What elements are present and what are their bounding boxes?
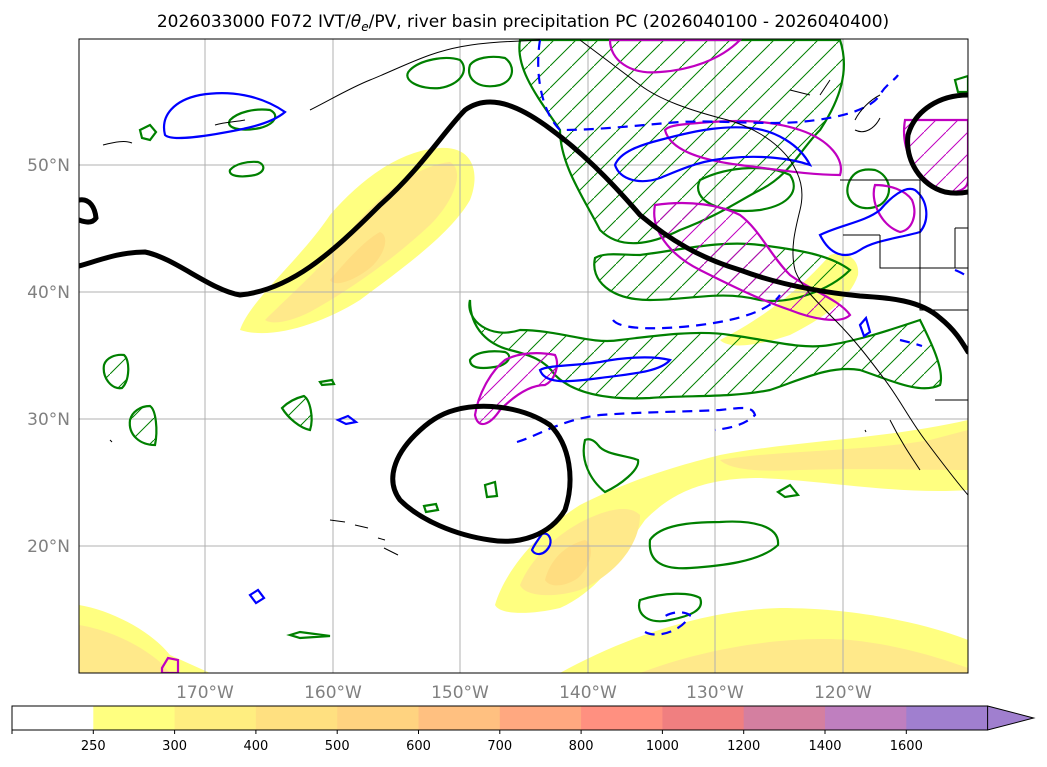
- colorbar-segment: [174, 706, 257, 730]
- colorbar: 250 300 400 500 600 700 800 1000 1200 1400 1600: [11, 705, 1036, 754]
- colorbar-tick-label: 300: [162, 739, 187, 754]
- theta-e-contours: [162, 39, 968, 636]
- colorbar-tick-label: 1000: [646, 739, 679, 754]
- colorbar-segment: [581, 706, 663, 730]
- map-panel: [79, 39, 968, 673]
- colorbar-tick-label: 400: [243, 739, 268, 754]
- colorbar-segment: [93, 706, 176, 730]
- ivt-shading: [79, 147, 968, 673]
- coastlines: [102, 39, 968, 556]
- colorbar-segment: [337, 706, 419, 730]
- lat-label: 30°N: [27, 410, 70, 430]
- colorbar-segment: [906, 706, 989, 730]
- lon-label: 130°W: [686, 683, 744, 703]
- colorbar-segment: [662, 706, 745, 730]
- colorbar-segment: [12, 706, 94, 730]
- colorbar-tick-label: 1400: [808, 739, 841, 754]
- lat-label: 40°N: [27, 283, 70, 303]
- colorbar-tick-label: 600: [406, 739, 431, 754]
- lon-label: 160°W: [304, 683, 362, 703]
- colorbar-tick-label: 700: [487, 739, 512, 754]
- lat-label: 20°N: [27, 537, 70, 557]
- colorbar-tick-label: 500: [325, 739, 350, 754]
- lon-label: 170°W: [176, 683, 234, 703]
- colorbar-tick-label: 800: [569, 739, 594, 754]
- lon-labels: 170°W 160°W 150°W 140°W 130°W 120°W: [176, 683, 872, 703]
- lon-label: 150°W: [431, 683, 489, 703]
- colorbar-tick-label: 1200: [727, 739, 760, 754]
- lon-label: 140°W: [559, 683, 617, 703]
- colorbar-segment: [418, 706, 501, 730]
- colorbar-segment: [825, 706, 907, 730]
- colorbar-segment: [743, 706, 826, 730]
- colorbar-extend-arrow: [987, 705, 1036, 731]
- map-frame: [78, 38, 969, 674]
- lon-label: 120°W: [814, 683, 872, 703]
- lat-label: 50°N: [27, 156, 70, 176]
- lat-labels: 50°N 40°N 30°N 20°N: [27, 156, 70, 557]
- pv-contours: [79, 92, 968, 544]
- figure-title: 2026033000 F072 IVT/θe/PV, river basin p…: [157, 12, 889, 34]
- colorbar-tick-label: 250: [81, 739, 106, 754]
- colorbar-segment: [255, 706, 338, 730]
- colorbar-segment: [499, 706, 582, 730]
- colorbar-tick-label: 1600: [890, 739, 923, 754]
